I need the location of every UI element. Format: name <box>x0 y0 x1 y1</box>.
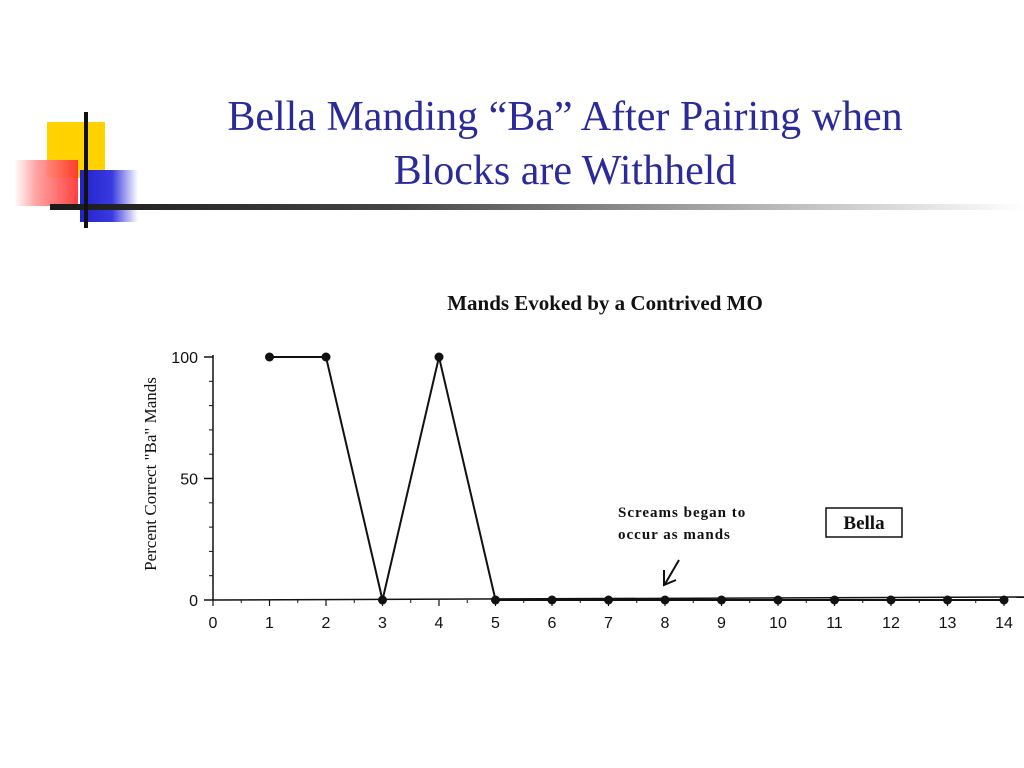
annotation: Screams began to occur as mands <box>618 505 746 587</box>
x-tick-label: 2 <box>322 615 331 632</box>
x-tick-label: 12 <box>882 615 900 632</box>
x-tick-label: 6 <box>548 615 557 632</box>
data-point <box>434 352 444 362</box>
data-point <box>491 595 500 605</box>
legend-label: Bella <box>843 513 885 534</box>
data-point <box>660 595 670 605</box>
annotation-arrow-shaft <box>664 559 680 585</box>
data-series <box>265 352 1009 605</box>
data-point <box>265 352 274 362</box>
y-tick-label: 0 <box>189 593 198 610</box>
x-axis-ticks: 0 1 2 3 4 5 6 7 8 9 10 11 12 13 14 <box>209 600 1013 632</box>
decor-blue-square <box>80 170 138 222</box>
y-tick-label: 50 <box>180 472 198 489</box>
data-point <box>378 595 387 605</box>
slide-title-line-1: Bella Manding “Ba” After Pairing when <box>227 94 903 140</box>
y-axis-ticks: 0 50 100 <box>171 350 213 610</box>
annotation-arrow-head <box>663 570 677 587</box>
x-tick-label: 5 <box>491 615 500 632</box>
annotation-line-1: Screams began to <box>618 505 746 521</box>
decor-red-square <box>14 160 78 206</box>
data-point <box>886 595 896 605</box>
x-tick-label: 0 <box>209 615 218 632</box>
x-tick-label: 8 <box>661 615 670 632</box>
x-tick-label: 7 <box>604 615 613 632</box>
series-line <box>269 356 1004 601</box>
decor-horizontal-rule <box>50 204 1024 210</box>
x-tick-label: 1 <box>265 615 274 632</box>
data-point <box>547 595 557 605</box>
data-point <box>999 595 1009 605</box>
y-axis-title: Percent Correct "Ba" Mands <box>141 377 160 571</box>
slide-title-line-2: Blocks are Withheld <box>393 148 737 194</box>
annotation-line-2: occur as mands <box>618 527 731 543</box>
x-tick-label: 9 <box>717 615 726 632</box>
data-point <box>830 595 839 605</box>
x-tick-label: 3 <box>378 615 387 632</box>
slide-title: Bella Manding “Ba” After Pairing when Bl… <box>150 90 980 198</box>
x-tick-label: 13 <box>939 615 957 632</box>
y-tick-label: 100 <box>171 350 198 367</box>
x-tick-label: 10 <box>769 615 787 632</box>
chart-title: Mands Evoked by a Contrived MO <box>447 291 763 315</box>
legend: Bella <box>825 507 903 538</box>
x-tick-label: 4 <box>435 615 444 632</box>
data-point <box>773 595 783 605</box>
x-tick-label: 11 <box>826 615 843 632</box>
data-point <box>321 352 331 362</box>
data-point <box>943 595 952 605</box>
data-point <box>717 595 726 605</box>
x-tick-label: 14 <box>995 615 1013 632</box>
legend-box <box>825 507 903 538</box>
decor-vertical-rule <box>84 112 88 228</box>
data-point <box>604 595 613 605</box>
